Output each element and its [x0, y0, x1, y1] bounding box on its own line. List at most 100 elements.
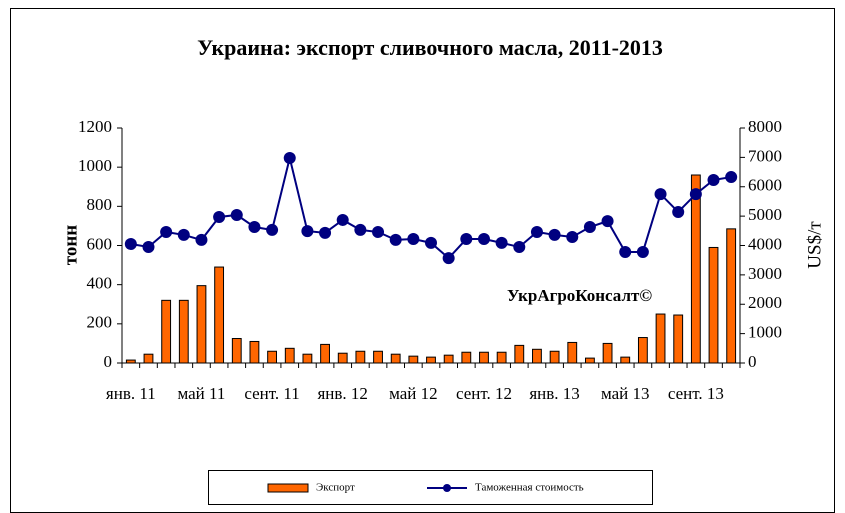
line-marker [672, 206, 685, 219]
x-tick-label: май 13 [601, 384, 650, 403]
x-tick-label: янв. 11 [106, 384, 156, 403]
line-marker [283, 151, 296, 164]
y-tick-label: 600 [87, 234, 113, 253]
line-marker [619, 245, 632, 258]
bar [496, 351, 507, 364]
y-axis-label: тонн [60, 225, 81, 266]
x-tick-label: сент. 12 [456, 384, 512, 403]
bar [549, 350, 560, 364]
bar [726, 228, 737, 364]
line-marker [654, 188, 667, 201]
line-marker [142, 240, 155, 253]
x-tick-label: янв. 13 [529, 384, 579, 403]
legend-label: Экспорт [316, 482, 355, 494]
bar [708, 246, 719, 364]
bar [196, 285, 207, 364]
line-marker [477, 233, 490, 246]
y2-tick-label: 8000 [748, 117, 782, 136]
y-tick-label: 1200 [78, 117, 112, 136]
y-tick-label: 400 [87, 274, 113, 293]
line-marker [195, 233, 208, 246]
bar [125, 359, 136, 364]
line-marker [495, 236, 508, 249]
y2-tick-label: 1000 [748, 323, 782, 342]
y2-tick-label: 6000 [748, 176, 782, 195]
bar [161, 299, 172, 364]
bar [567, 341, 578, 364]
bar [267, 350, 277, 364]
line-marker [425, 236, 437, 249]
bar [408, 355, 419, 364]
y-tick-label: 1000 [78, 156, 112, 175]
bar [479, 351, 489, 364]
bar [337, 352, 348, 364]
line-marker [530, 225, 543, 238]
line-marker [266, 223, 279, 236]
bar [214, 266, 225, 364]
bar [231, 338, 242, 364]
bar [178, 299, 189, 364]
bar [284, 347, 295, 364]
line-marker [319, 226, 332, 239]
bar [655, 313, 666, 364]
y2-axis-label: US$/т [804, 221, 825, 269]
y-tick-label: 200 [87, 313, 113, 332]
x-tick-label: сент. 11 [244, 384, 299, 403]
bar [302, 353, 313, 364]
bar [673, 314, 684, 364]
bar [602, 342, 613, 364]
bar [355, 350, 366, 364]
bar [461, 351, 472, 364]
chart-title: Украина: экспорт сливочного масла, 2011-… [197, 35, 663, 60]
bar [637, 337, 648, 364]
line-marker [566, 230, 579, 243]
y2-tick-label: 2000 [748, 293, 782, 312]
line-marker [548, 228, 561, 241]
y2-tick-label: 0 [748, 352, 757, 371]
bar [373, 350, 383, 364]
line-marker [354, 223, 367, 236]
y-tick-label: 0 [104, 352, 113, 371]
x-tick-label: янв. 12 [317, 384, 367, 403]
line-marker [372, 225, 385, 238]
legend-label: Таможенная стоимость [475, 482, 584, 494]
bar [514, 344, 525, 364]
line-marker [160, 225, 173, 238]
bar [249, 340, 260, 364]
line-marker [213, 211, 226, 224]
y2-tick-label: 7000 [748, 146, 782, 165]
x-tick-label: май 11 [178, 384, 226, 403]
line-marker [583, 220, 596, 233]
line-marker [177, 228, 190, 241]
bar [443, 354, 454, 364]
line-marker [248, 220, 261, 233]
line-marker [442, 252, 455, 265]
bar [620, 356, 631, 364]
line-marker [336, 213, 349, 226]
bar [426, 356, 436, 364]
line-marker [407, 233, 420, 246]
bar [390, 353, 401, 364]
line-marker [230, 208, 243, 221]
legend-marker [443, 484, 451, 492]
legend-swatch [267, 483, 309, 493]
line-marker [725, 171, 738, 184]
y2-tick-label: 5000 [748, 205, 782, 224]
x-tick-label: сент. 13 [668, 384, 724, 403]
line-marker [513, 240, 526, 253]
bar [690, 174, 701, 364]
bar [320, 343, 330, 364]
line-marker [124, 238, 137, 251]
y2-tick-label: 3000 [748, 264, 782, 283]
bar [532, 348, 542, 364]
line-marker [707, 173, 720, 186]
x-tick-label: май 12 [389, 384, 438, 403]
bar [143, 353, 154, 364]
line-marker [636, 245, 649, 258]
y2-tick-label: 4000 [748, 234, 782, 253]
line-marker [689, 188, 702, 201]
watermark: УкрАгроКонсалт© [507, 286, 652, 305]
y-tick-label: 800 [87, 195, 113, 214]
line-marker [389, 233, 402, 246]
